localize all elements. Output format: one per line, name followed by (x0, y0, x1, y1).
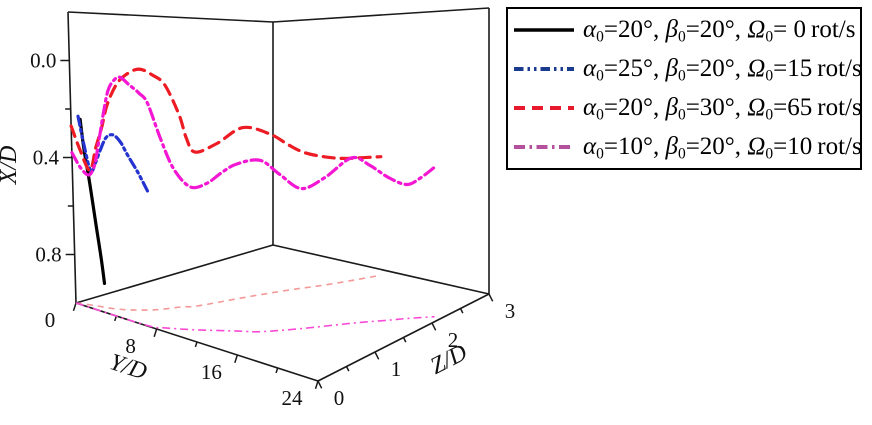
legend-item-alpha20-beta20-omega0: α0=20°, β0=20°, Ω0= 0 rot/s (512, 11, 860, 50)
box-edge (75, 244, 274, 304)
y-axis-tick (314, 380, 319, 390)
axis-ticks: 0.0 0.4 0.8 0 8 16 24 0 1 2 3 (30, 49, 515, 411)
legend-label: α0=25°, β0=20°, Ω0=15 rot/s (583, 55, 862, 85)
legend-label: α0=20°, β0=20°, Ω0= 0 rot/s (583, 16, 856, 46)
trajectory-curves (69, 67, 437, 285)
z-tick-label: 1 (391, 357, 402, 381)
z-axis-tick (431, 322, 437, 331)
legend-label: α0=10°, β0=20°, Ω0=10 rot/s (583, 132, 862, 162)
legend: α0=20°, β0=20°, Ω0= 0 rot/s α0=25°, β0=20… (506, 7, 862, 170)
plot-box (67, 7, 490, 382)
z-axis-tick (402, 337, 407, 343)
y-axis-tick (114, 315, 118, 322)
curve-alpha25-beta20-omega15 (76, 114, 150, 194)
y-axis-tick (194, 341, 198, 348)
z-tick-label: 3 (505, 299, 516, 323)
box-edge (67, 11, 274, 23)
z-axis-tick (459, 308, 464, 314)
x-tick-label: 0.0 (30, 49, 56, 73)
x-tick-label: 0.4 (33, 146, 60, 170)
y-axis-tick (72, 302, 77, 312)
z-axis-title: Z/D (426, 340, 471, 380)
y-tick-label: 8 (125, 334, 136, 358)
floor-projections (75, 274, 435, 333)
legend-line-sample (514, 144, 574, 149)
z-axis-tick (374, 351, 380, 360)
legend-item-alpha20-beta30-omega65: α0=20°, β0=30°, Ω0=65 rot/s (512, 89, 862, 128)
y-axis-title: Y/D (106, 349, 150, 385)
y-axis-tick (275, 367, 279, 374)
legend-item-alpha25-beta20-omega15: α0=25°, β0=20°, Ω0=15 rot/s (512, 50, 862, 89)
legend-label: α0=20°, β0=30°, Ω0=65 rot/s (583, 93, 862, 124)
curve-alpha20-beta30-omega65 (69, 67, 383, 172)
z-tick-label: 2 (448, 328, 459, 352)
y-tick-label: 0 (45, 308, 56, 332)
y-tick-label: 24 (282, 386, 304, 410)
z-axis-tick (488, 293, 494, 302)
legend-line-sample (514, 67, 574, 72)
floor-projection-alpha10-beta20-omega10 (75, 302, 435, 333)
box-edge (272, 244, 490, 295)
x-tick-label: 0.8 (35, 243, 61, 267)
legend-item-alpha10-beta20-omega10: α0=10°, β0=20°, Ω0=10 rot/s (512, 127, 862, 166)
curve-alpha10-beta20-omega10 (70, 75, 437, 191)
floor-projection-alpha20-beta30-omega65 (75, 274, 382, 311)
y-tick-label: 16 (201, 360, 222, 384)
y-axis-tick (234, 354, 239, 364)
legend-line-sample (514, 105, 574, 110)
z-tick-label: 0 (334, 386, 345, 410)
y-axis-tick (153, 328, 158, 338)
x-axis-title: X/D (0, 146, 22, 186)
legend-line-sample (514, 28, 574, 33)
z-axis-tick (345, 366, 350, 372)
box-edge (272, 7, 490, 23)
z-axis-tick (317, 380, 323, 389)
